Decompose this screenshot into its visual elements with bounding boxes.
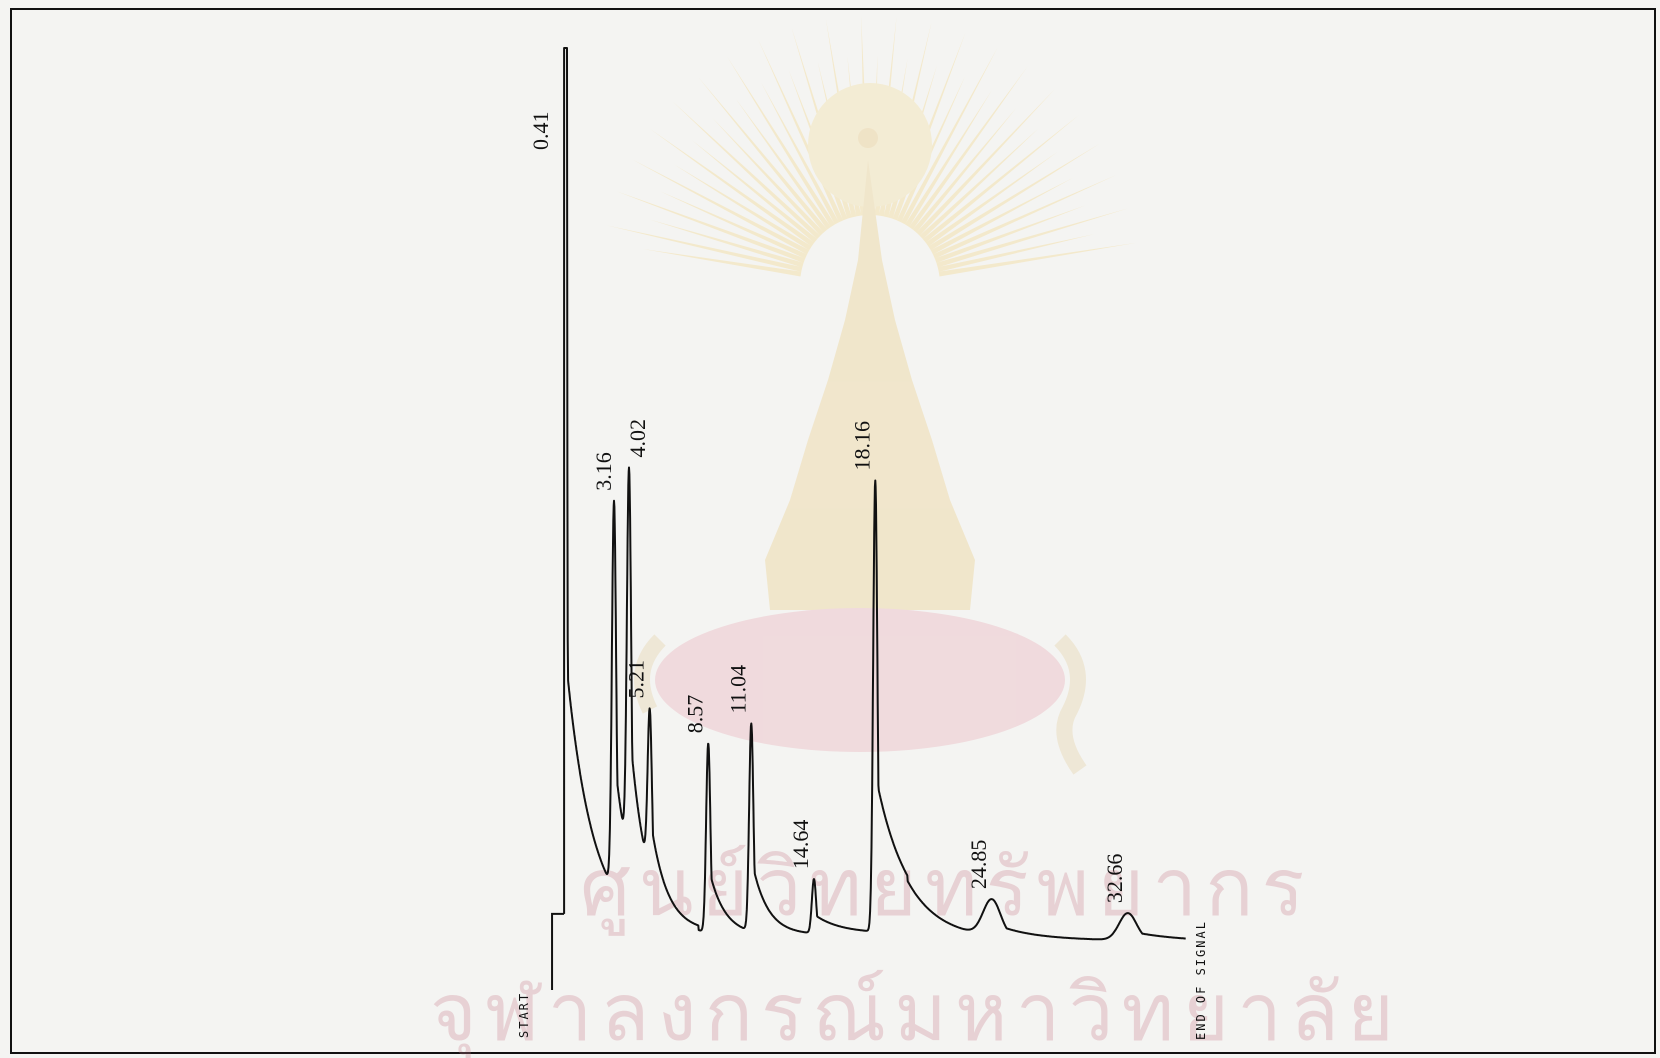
watermark-text: ศูนย์วิทยทรัพยากร จุฬาลงกรณ์มหาวิทยาลัย bbox=[430, 841, 1402, 1058]
seal-ray bbox=[788, 69, 848, 221]
seal-ray bbox=[825, 18, 861, 217]
seal-ray bbox=[888, 64, 938, 219]
peak-labels: 0.41 3.16 4.02 5.21 8.57 11.04 14.64 18.16 24.85… bbox=[528, 112, 1127, 904]
peak-label: 0.41 bbox=[528, 112, 553, 151]
seal-ray bbox=[649, 219, 804, 268]
seal-ray bbox=[659, 191, 808, 259]
peak-label: 18.16 bbox=[849, 421, 874, 471]
seal-ray bbox=[908, 65, 1028, 230]
seal-ray bbox=[761, 82, 840, 225]
seal-ray bbox=[847, 56, 866, 216]
seal-ray bbox=[919, 128, 1039, 240]
peak-label: 14.64 bbox=[788, 820, 813, 870]
seal-ray bbox=[672, 101, 821, 240]
seal-ray bbox=[934, 205, 1086, 264]
seal-ray bbox=[869, 55, 878, 216]
seal-ray bbox=[874, 16, 897, 216]
seal-ray bbox=[936, 208, 1129, 268]
seal-ray bbox=[674, 164, 812, 251]
seal-ray bbox=[861, 15, 871, 216]
seal-ray bbox=[735, 98, 832, 230]
seal-cushion-icon bbox=[655, 608, 1065, 752]
seal-ray bbox=[912, 107, 1017, 233]
peak-label: 3.16 bbox=[591, 452, 616, 491]
seal-ray bbox=[879, 58, 908, 217]
seal-ray bbox=[938, 242, 1137, 277]
watermark-text-line2: จุฬาลงกรณ์มหาวิทยาลัย bbox=[430, 966, 1402, 1058]
page-border bbox=[10, 8, 1656, 1054]
peak-label: 32.66 bbox=[1102, 854, 1127, 904]
seal-ray bbox=[817, 61, 857, 218]
seal-ray bbox=[631, 158, 810, 255]
peak-label: 4.02 bbox=[625, 419, 650, 458]
seal-ray bbox=[925, 151, 1058, 247]
peak-label: 5.21 bbox=[624, 660, 649, 699]
seal-sun-icon bbox=[808, 83, 932, 207]
seal-ray bbox=[616, 191, 806, 264]
seal-ray bbox=[896, 75, 966, 223]
peak-label: 11.04 bbox=[725, 665, 750, 714]
seal-crown-icon bbox=[765, 160, 975, 610]
seal-ray bbox=[691, 139, 818, 243]
seal-ray bbox=[758, 39, 844, 223]
end-of-signal-label: END OF SIGNAL bbox=[1194, 920, 1208, 1040]
seal-ray bbox=[922, 114, 1080, 243]
seal-ray bbox=[928, 143, 1100, 251]
seal-ray bbox=[712, 117, 824, 236]
seal-ray bbox=[649, 128, 815, 247]
seal-tassel-icon bbox=[1054, 634, 1087, 775]
seal-ray bbox=[642, 249, 802, 277]
chromatogram-trace bbox=[563, 47, 1187, 941]
seal-ray bbox=[932, 174, 1117, 259]
seal-ray bbox=[930, 177, 1074, 255]
seal-ray bbox=[900, 47, 998, 225]
start-marker-label: START bbox=[517, 992, 531, 1038]
seal-tassel-left-icon bbox=[634, 634, 666, 714]
start-baseline-step bbox=[551, 912, 565, 990]
seal-ray bbox=[726, 56, 835, 227]
watermark-seal bbox=[606, 15, 1137, 775]
seal-ray bbox=[698, 76, 828, 233]
seal-ray bbox=[791, 26, 852, 219]
seal-ray bbox=[937, 234, 1095, 272]
seal-ray bbox=[905, 89, 992, 227]
peak-label: 8.57 bbox=[682, 695, 707, 734]
seal-ray bbox=[883, 22, 932, 218]
seal-rays-icon bbox=[606, 15, 1137, 277]
seal-ray bbox=[606, 225, 803, 272]
seal-ray bbox=[892, 32, 966, 221]
seal-jewel-icon bbox=[858, 128, 878, 148]
seal-ray bbox=[916, 88, 1056, 236]
peak-label: 24.85 bbox=[966, 840, 991, 890]
